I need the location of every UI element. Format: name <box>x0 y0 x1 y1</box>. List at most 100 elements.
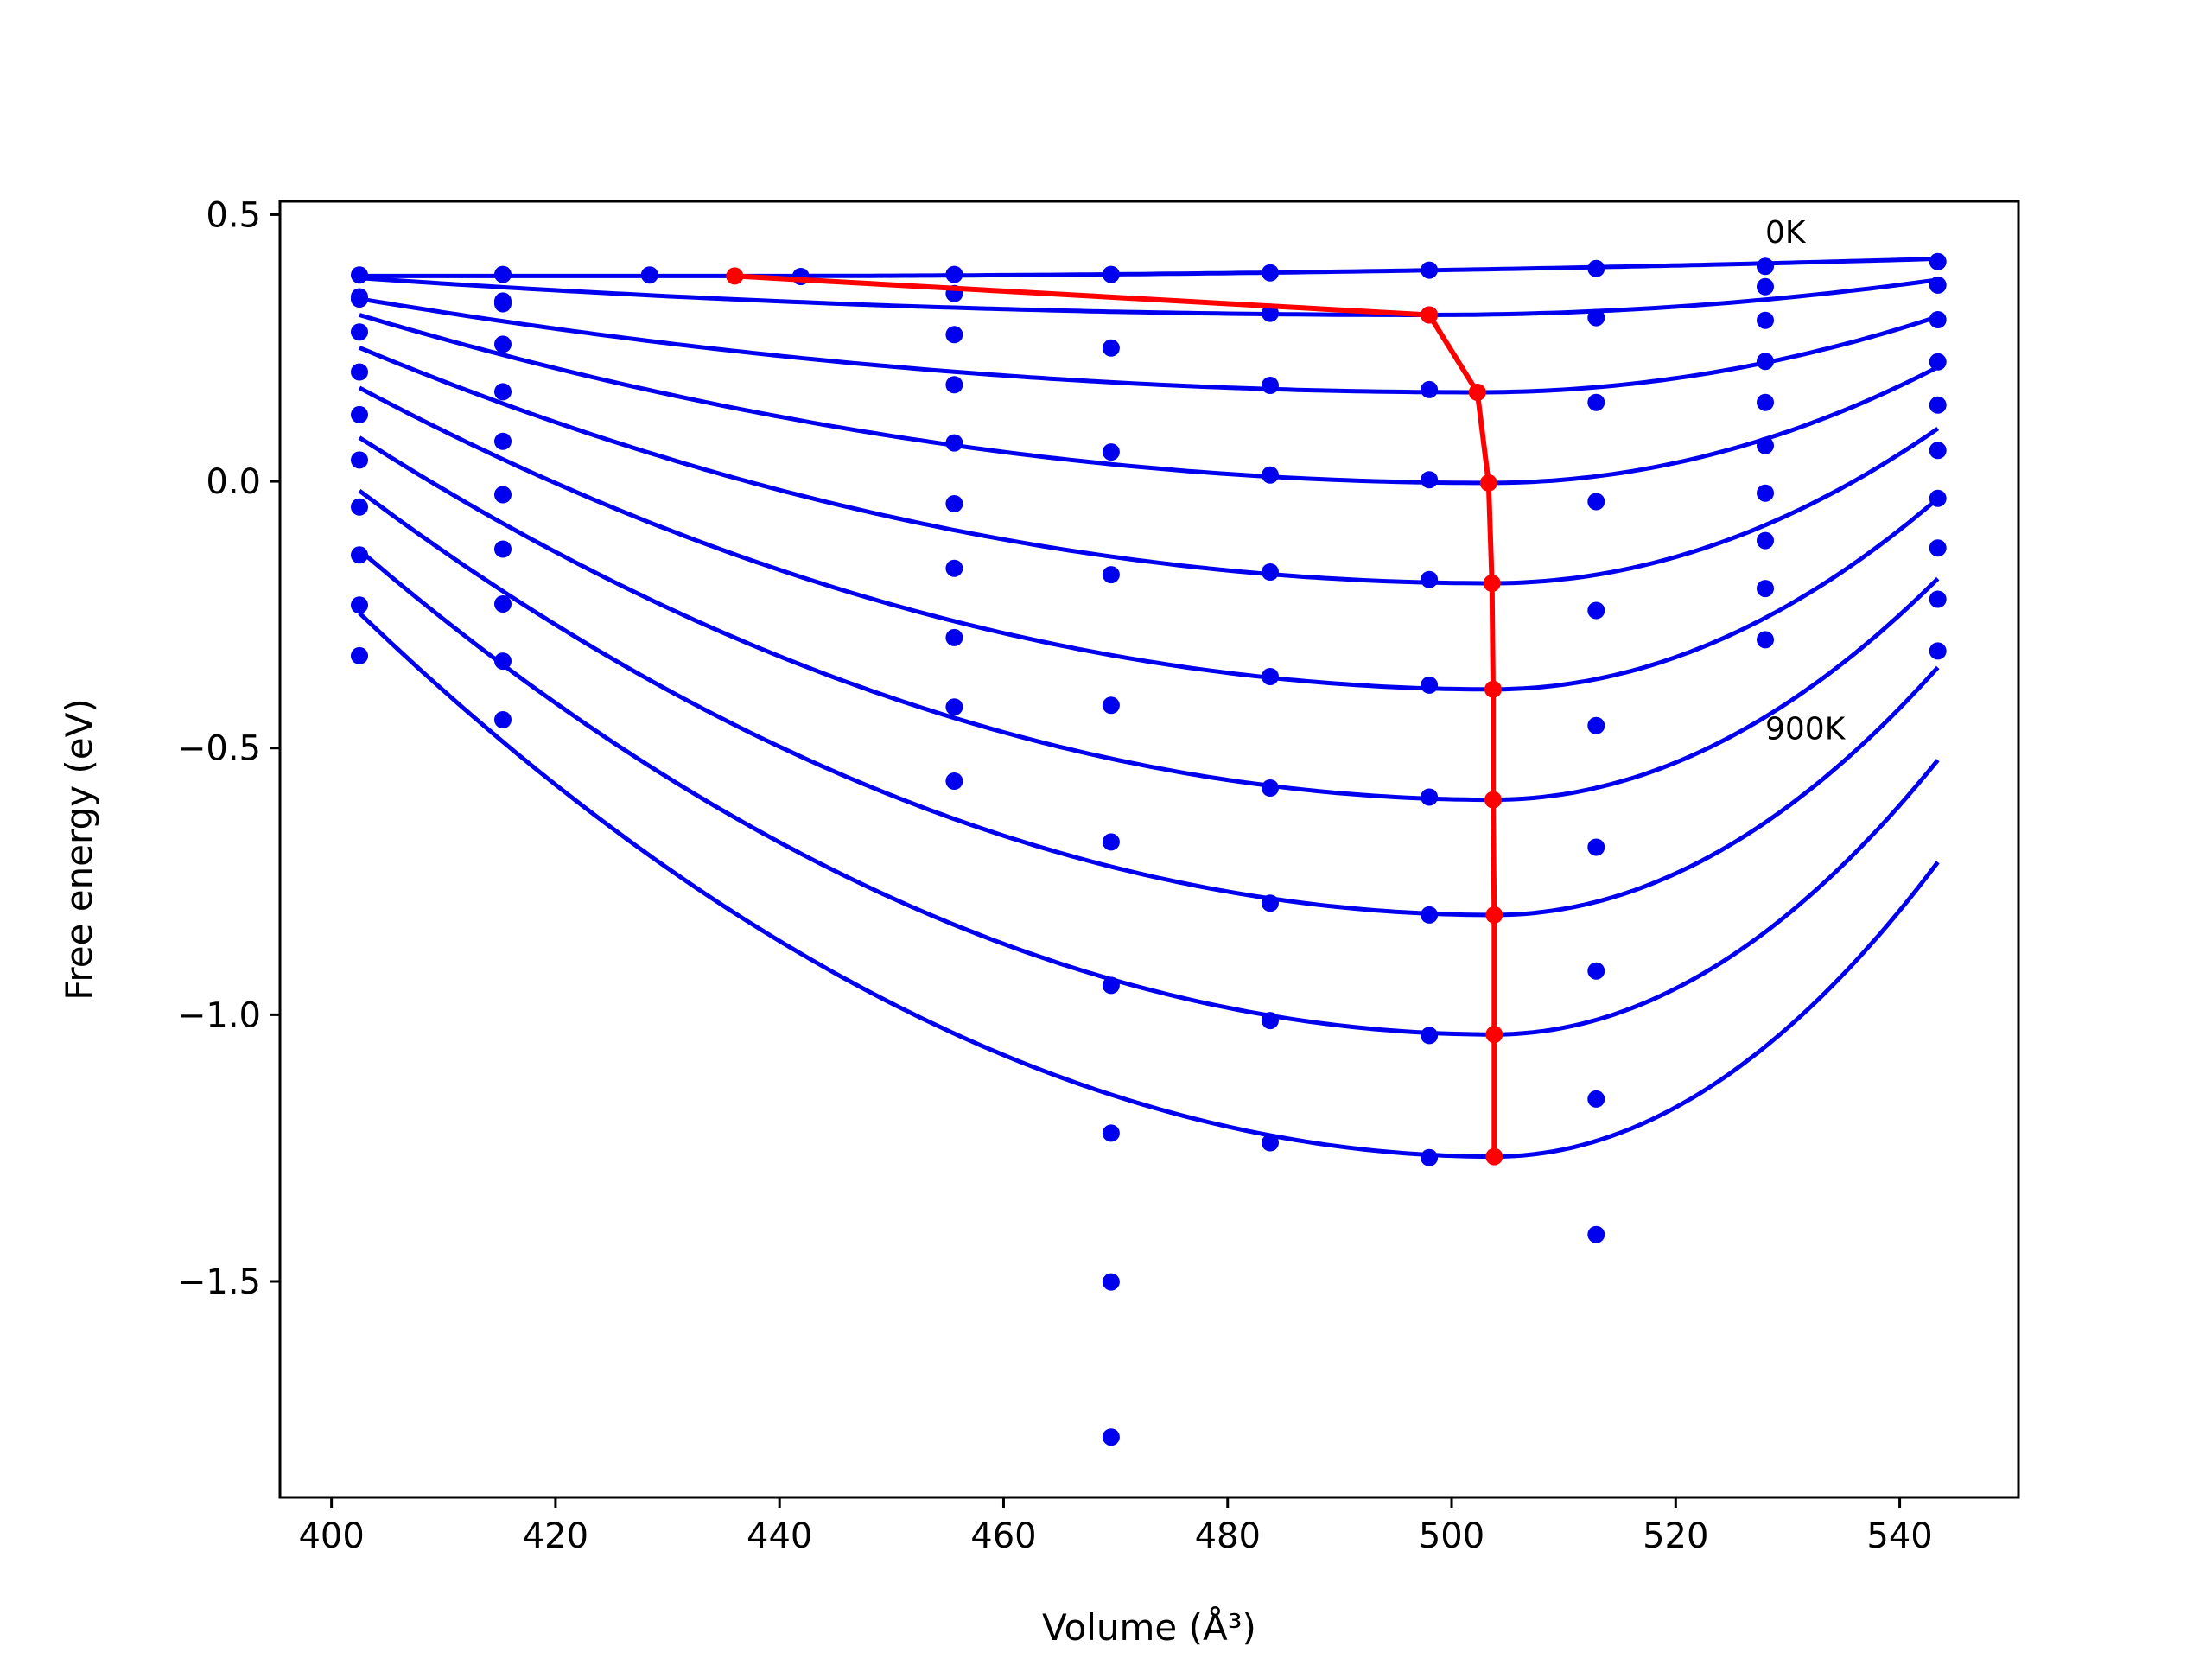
data-point <box>1262 264 1279 282</box>
data-point <box>945 376 963 394</box>
data-point <box>1757 436 1774 454</box>
data-point <box>1421 471 1439 489</box>
data-point <box>1102 566 1120 584</box>
x-tick-label: 460 <box>970 1516 1036 1556</box>
data-point <box>1587 838 1605 856</box>
data-point <box>945 698 963 716</box>
data-point <box>1421 1027 1439 1045</box>
data-point <box>351 498 368 516</box>
y-tick-label: 0.0 <box>206 462 261 502</box>
data-point <box>1102 443 1120 461</box>
data-point <box>1102 265 1120 283</box>
data-point <box>945 265 963 283</box>
minimum-path-point <box>1483 575 1501 592</box>
data-point <box>494 335 512 353</box>
x-tick-label: 440 <box>747 1516 812 1556</box>
data-point <box>945 495 963 512</box>
data-point <box>1421 570 1439 588</box>
data-point <box>1757 531 1774 550</box>
data-point <box>1102 1124 1120 1142</box>
data-point <box>1757 257 1774 276</box>
data-point <box>1262 466 1279 484</box>
minimum-path-point <box>1484 791 1502 809</box>
minimum-path-point <box>726 267 744 285</box>
data-point <box>351 451 368 469</box>
fitted-curve-8 <box>358 548 1940 1037</box>
data-point <box>1757 311 1774 329</box>
data-point <box>494 432 512 450</box>
data-point <box>351 546 368 564</box>
data-point <box>351 646 368 664</box>
data-point <box>1929 442 1947 460</box>
data-point <box>1102 339 1120 357</box>
data-point <box>351 290 368 308</box>
x-tick-label: 400 <box>298 1516 364 1556</box>
data-point <box>494 383 512 401</box>
data-point <box>1587 962 1605 980</box>
data-point <box>1929 311 1947 328</box>
data-point <box>1587 493 1605 511</box>
data-point <box>945 559 963 577</box>
data-point <box>1929 276 1947 294</box>
data-point <box>1929 252 1947 270</box>
minimum-path-point <box>1485 1147 1503 1166</box>
data-point <box>1262 1012 1279 1030</box>
data-point <box>1102 1428 1120 1446</box>
annotation-label: 900K <box>1765 711 1847 747</box>
data-point <box>945 434 963 452</box>
fitted-curve-1 <box>359 276 1939 317</box>
data-point <box>1929 539 1947 557</box>
data-point <box>1757 353 1774 371</box>
data-point <box>1587 393 1605 411</box>
plot-area <box>351 252 1947 1446</box>
data-point <box>1587 716 1605 734</box>
data-point <box>1262 563 1279 581</box>
x-tick-label: 420 <box>523 1516 588 1556</box>
axes: 0K 900K 400 420 440 460 480 500 520 540 −1.5 −1.0 −0… <box>177 195 2020 1556</box>
x-tick-label: 500 <box>1419 1516 1484 1556</box>
data-point <box>1929 642 1947 660</box>
data-point <box>1587 601 1605 620</box>
data-point <box>1421 676 1439 694</box>
data-point <box>1757 277 1774 296</box>
fitted-curve-0 <box>359 257 1938 278</box>
fitted-curve-5 <box>358 385 1940 692</box>
data-point <box>1421 1148 1439 1166</box>
data-point <box>1757 393 1774 411</box>
data-point <box>1587 1225 1605 1243</box>
data-point <box>1262 377 1279 394</box>
data-point <box>1421 788 1439 806</box>
data-point <box>351 596 368 614</box>
data-point <box>494 295 512 313</box>
data-point <box>1262 1134 1279 1152</box>
data-point <box>1587 259 1605 277</box>
minimum-path-point <box>1485 906 1503 924</box>
data-point <box>494 265 512 283</box>
fitted-curve-2 <box>359 296 1939 395</box>
y-axis-title: Free energy (eV) <box>58 698 100 1001</box>
data-point <box>1102 1273 1120 1291</box>
data-point <box>1262 304 1279 322</box>
x-tick-label: 520 <box>1643 1516 1708 1556</box>
data-point <box>494 540 512 558</box>
data-point <box>945 628 963 646</box>
data-point <box>1929 590 1947 608</box>
y-tick-label: 0.5 <box>206 195 261 235</box>
data-point <box>1757 484 1774 502</box>
data-point <box>494 652 512 671</box>
fitted-curve-9 <box>358 611 1940 1160</box>
data-point <box>351 363 368 381</box>
data-point <box>351 323 368 341</box>
minimum-path-line <box>734 273 1497 1157</box>
data-point <box>1262 779 1279 797</box>
data-point <box>494 711 512 728</box>
data-point <box>1587 308 1605 327</box>
data-point <box>1262 894 1279 912</box>
minimum-path-point <box>1468 384 1486 401</box>
data-point <box>1929 353 1947 371</box>
minimum-path-point <box>1479 474 1497 492</box>
data-point <box>494 595 512 613</box>
y-tick-label: −1.5 <box>177 1262 261 1302</box>
data-point <box>1102 833 1120 851</box>
